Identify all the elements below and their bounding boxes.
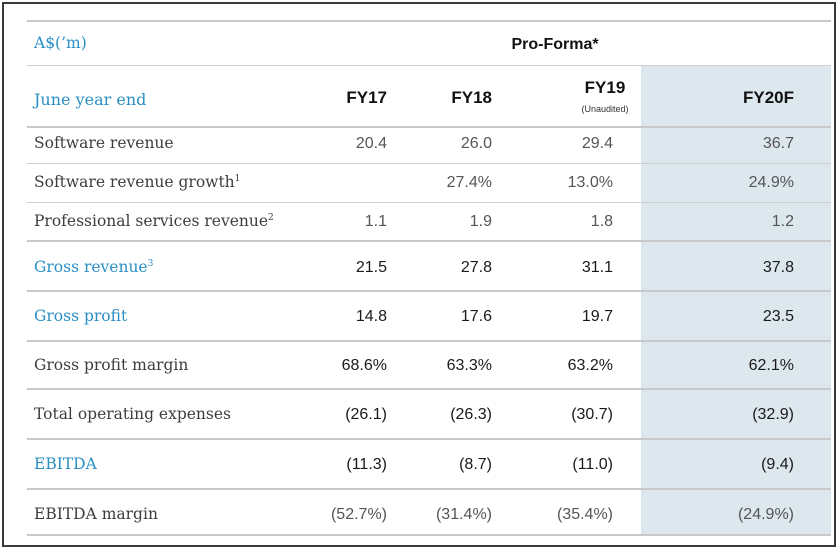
cell-gross-revenue-fy18: 27.8: [460, 259, 492, 276]
cell-gross-profit-fy19: 19.7: [581, 308, 613, 325]
cell-total-operating-expenses-fy20f: (32.9): [752, 406, 794, 423]
row-label-ebitda-margin: EBITDA margin: [34, 505, 158, 523]
cell-total-operating-expenses-fy17: (26.1): [345, 406, 387, 423]
year-end-label: June year end: [34, 90, 147, 109]
footnote-marker: 1: [234, 173, 241, 184]
cell-ebitda-margin-fy17: (52.7%): [330, 506, 387, 523]
row-label-gross-profit-margin: Gross profit margin: [34, 356, 188, 374]
row-label-text: Gross revenue: [34, 258, 148, 276]
row-label-text: Total operating expenses: [34, 405, 231, 423]
cell-professional-services-revenue-fy18: 1.9: [469, 213, 492, 230]
row-rule: [27, 488, 831, 490]
row-label-gross-revenue: Gross revenue3: [34, 258, 153, 276]
cell-software-revenue-fy18: 26.0: [460, 135, 492, 152]
top-rule: [27, 20, 831, 22]
cell-ebitda-margin-fy20f: (24.9%): [737, 506, 794, 523]
cell-gross-profit-fy20f: 23.5: [762, 308, 794, 325]
row-rule: [27, 240, 831, 242]
cell-gross-profit-margin-fy20f: 62.1%: [748, 357, 794, 374]
cell-professional-services-revenue-fy20f: 1.2: [771, 213, 794, 230]
cell-software-revenue-fy19: 29.4: [581, 135, 613, 152]
cell-professional-services-revenue-fy17: 1.1: [364, 213, 387, 230]
cell-ebitda-fy20f: (9.4): [761, 456, 794, 473]
cell-software-revenue-growth-fy19: 13.0%: [567, 174, 613, 191]
row-label-text: Gross profit margin: [34, 356, 189, 374]
header-rule: [27, 65, 831, 66]
cell-ebitda-fy19: (11.0): [572, 456, 613, 473]
row-label-software-revenue: Software revenue: [34, 134, 174, 152]
row-label-text: Gross profit: [34, 307, 128, 325]
column-header-fy19: FY19: [584, 78, 626, 97]
cell-gross-profit-fy18: 17.6: [460, 308, 492, 325]
row-label-text: EBITDA: [34, 455, 97, 473]
cell-gross-revenue-fy19: 31.1: [581, 259, 613, 276]
bottom-rule: [27, 534, 831, 536]
footnote-marker: 2: [268, 212, 274, 223]
cell-gross-profit-margin-fy19: 63.2%: [567, 357, 613, 374]
row-label-total-operating-expenses: Total operating expenses: [34, 405, 231, 423]
cell-software-revenue-growth-fy18: 27.4%: [446, 174, 492, 191]
row-rule: [27, 126, 831, 128]
row-rule: [27, 388, 831, 390]
cell-gross-profit-fy17: 14.8: [355, 308, 387, 325]
cell-ebitda-fy17: (11.3): [346, 456, 387, 473]
cell-software-revenue-fy17: 20.4: [355, 135, 387, 152]
cell-software-revenue-growth-fy20f: 24.9%: [748, 174, 794, 191]
cell-total-operating-expenses-fy19: (30.7): [571, 406, 613, 423]
cell-professional-services-revenue-fy19: 1.8: [590, 213, 613, 230]
cell-total-operating-expenses-fy18: (26.3): [450, 406, 492, 423]
cell-ebitda-fy18: (8.7): [459, 456, 492, 473]
column-note-unaudited: (Unaudited): [581, 104, 629, 114]
cell-gross-profit-margin-fy18: 63.3%: [446, 357, 492, 374]
column-header-fy17: FY17: [346, 88, 387, 107]
row-rule: [27, 202, 831, 203]
row-rule: [27, 438, 831, 440]
row-label-gross-profit: Gross profit: [34, 307, 127, 325]
currency-label: A$(’m): [34, 34, 87, 52]
cell-gross-revenue-fy17: 21.5: [355, 259, 387, 276]
footnote-marker: 3: [147, 258, 154, 269]
cell-software-revenue-fy20f: 36.7: [762, 135, 794, 152]
column-header-fy18: FY18: [451, 88, 492, 107]
row-label-software-revenue-growth: Software revenue growth1: [34, 173, 240, 191]
cell-ebitda-margin-fy19: (35.4%): [556, 506, 613, 523]
row-label-professional-services-revenue: Professional services revenue2: [34, 212, 274, 230]
row-label-text: Professional services revenue: [34, 212, 269, 230]
cell-gross-revenue-fy20f: 37.8: [762, 259, 794, 276]
row-label-text: EBITDA margin: [34, 505, 158, 523]
cell-ebitda-margin-fy18: (31.4%): [435, 506, 492, 523]
row-rule: [27, 290, 831, 292]
cell-gross-profit-margin-fy17: 68.6%: [341, 357, 387, 374]
forecast-column-shade: [641, 66, 831, 534]
row-rule: [27, 340, 831, 342]
row-label-text: Software revenue growth: [34, 173, 235, 191]
row-label-ebitda: EBITDA: [34, 455, 97, 473]
pro-forma-label: Pro-Forma*: [511, 36, 599, 53]
row-rule: [27, 163, 831, 164]
column-header-fy20f: FY20F: [742, 88, 794, 107]
row-label-text: Software revenue: [34, 134, 174, 152]
